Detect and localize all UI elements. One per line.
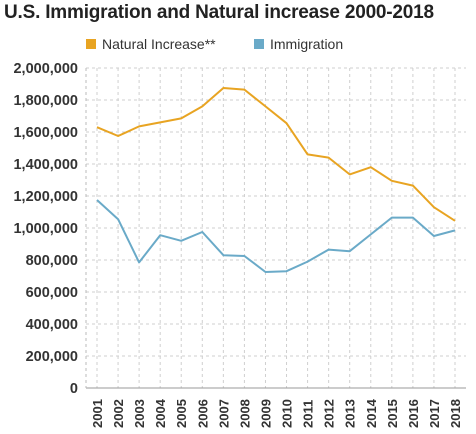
y-tick-label: 1,800,000 xyxy=(13,93,78,109)
legend-label-0: Natural Increase** xyxy=(102,36,216,52)
y-tick-label: 1,200,000 xyxy=(13,189,78,205)
x-tick-label: 2005 xyxy=(174,399,189,428)
x-tick-label: 2018 xyxy=(448,399,463,428)
x-tick-label: 2015 xyxy=(385,399,400,428)
x-tick-label: 2016 xyxy=(406,399,421,428)
x-tick-label: 2010 xyxy=(280,399,295,428)
grid-lines xyxy=(85,67,466,389)
legend-swatch-0 xyxy=(86,39,96,49)
legend-swatch-1 xyxy=(254,39,264,49)
y-tick-label: 1,400,000 xyxy=(13,157,78,173)
x-tick-label: 2012 xyxy=(322,399,337,428)
y-tick-label: 1,000,000 xyxy=(13,221,78,237)
y-tick-label: 400,000 xyxy=(26,317,78,333)
x-tick-label: 2006 xyxy=(195,399,210,428)
x-tick-label: 2013 xyxy=(343,399,358,428)
x-tick-label: 2002 xyxy=(111,399,126,428)
legend-label-1: Immigration xyxy=(270,36,343,52)
legend: Natural Increase** Immigration xyxy=(86,36,343,52)
x-tick-label: 2007 xyxy=(216,399,231,428)
y-tick-label: 800,000 xyxy=(26,253,78,269)
x-tick-label: 2014 xyxy=(364,398,379,428)
x-axis-ticks: 2001 2002 2003 2004 2005 2006 2007 2008 2009 2010… xyxy=(90,398,463,428)
series-lines xyxy=(96,87,456,273)
x-tick-label: 2017 xyxy=(427,399,442,428)
y-tick-label: 1,600,000 xyxy=(13,125,78,141)
x-tick-label: 2001 xyxy=(90,399,105,428)
x-tick-label: 2008 xyxy=(237,399,252,428)
y-tick-label: 2,000,000 xyxy=(13,61,78,77)
series-line-1 xyxy=(96,199,456,273)
chart-title: U.S. Immigration and Natural increase 20… xyxy=(4,2,434,23)
y-axis-ticks: 0 200,000 400,000 600,000 800,000 1,000,000 1,… xyxy=(13,61,78,397)
series-line-0 xyxy=(96,87,456,222)
x-tick-label: 2009 xyxy=(258,399,273,428)
x-tick-label: 2011 xyxy=(301,400,316,428)
y-tick-label: 600,000 xyxy=(26,285,78,301)
y-tick-label: 0 xyxy=(70,381,78,397)
y-tick-label: 200,000 xyxy=(26,349,78,365)
x-tick-label: 2003 xyxy=(132,399,147,428)
x-tick-label: 2004 xyxy=(153,398,168,428)
